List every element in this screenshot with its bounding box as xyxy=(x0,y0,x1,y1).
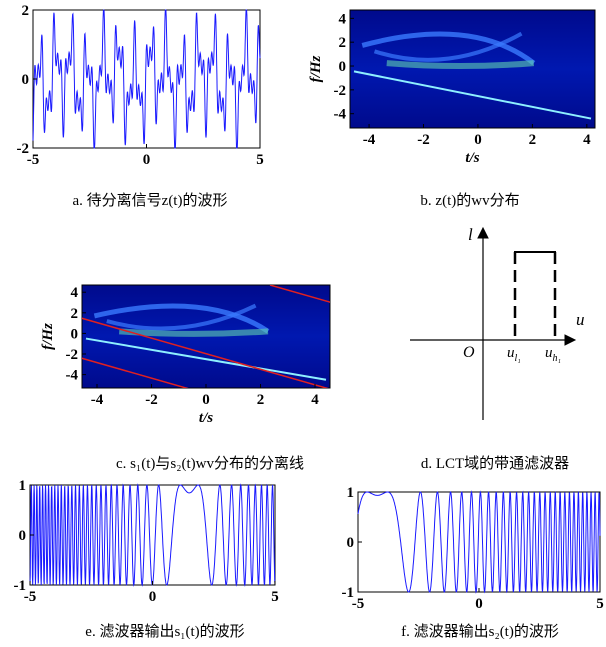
caption: f. 滤波器输出s₂(t)的波形 xyxy=(401,623,559,640)
frame xyxy=(349,9,596,129)
x-tick-label: 4 xyxy=(583,132,591,148)
x-tick-label: 4 xyxy=(311,392,319,408)
x-tick-label: 0 xyxy=(202,392,210,408)
caption: e. 滤波器输出s₁(t)的波形 xyxy=(85,623,244,640)
spectrogram xyxy=(350,10,595,128)
filter-diagram xyxy=(410,226,577,420)
arrow xyxy=(564,334,577,346)
y-tick-label: 2 xyxy=(71,306,79,322)
y-tick-label: -4 xyxy=(334,107,347,123)
waveform xyxy=(357,490,601,594)
y-tick-label: 0 xyxy=(339,59,347,75)
y-tick-label: -1 xyxy=(14,578,27,594)
x-tick-label: 2 xyxy=(529,132,537,148)
y-tick-label: 1 xyxy=(347,485,355,501)
x-tick-label: -5 xyxy=(24,589,37,605)
separation-lines xyxy=(82,285,330,388)
x-tick-label: 5 xyxy=(256,152,264,168)
separation-line xyxy=(82,357,189,388)
x-tick-label: -2 xyxy=(417,132,430,148)
y-tick-label: 4 xyxy=(339,11,347,27)
separation-line xyxy=(269,285,330,303)
spectrogram-bg xyxy=(350,10,595,128)
x-axis-label: t/s xyxy=(199,410,213,426)
x-tick-label: 0 xyxy=(149,589,157,605)
lower-sub: l₁ xyxy=(515,353,521,364)
spectrogram xyxy=(82,285,330,388)
y-tick-label: -2 xyxy=(66,347,79,363)
upper-sub: h₁ xyxy=(553,353,561,364)
y-tick-label: 2 xyxy=(339,35,347,51)
lower-label: ul₁ xyxy=(507,345,521,364)
caption: c. s₁(t)与s₂(t)wv分布的分离线 xyxy=(116,455,304,472)
y-tick-label: -4 xyxy=(66,368,79,384)
y-tick-label: 0 xyxy=(347,535,355,551)
y-tick-label: 2 xyxy=(22,3,30,19)
x-tick-label: 5 xyxy=(596,596,604,612)
upper-label: uh₁ xyxy=(545,345,561,364)
origin-label: O xyxy=(463,344,475,361)
x-tick-label: 0 xyxy=(474,132,482,148)
caption: d. LCT域的带通滤波器 xyxy=(421,455,569,472)
energy-band xyxy=(373,31,523,62)
y-tick-label: -1 xyxy=(342,585,355,601)
waveform xyxy=(29,483,276,587)
x-tick-label: -4 xyxy=(91,392,104,408)
y-tick-label: 0 xyxy=(22,72,30,88)
axis-label: u xyxy=(576,310,585,329)
energy-line xyxy=(353,70,592,120)
y-axis-label: f/Hz xyxy=(308,56,324,83)
energy-band xyxy=(118,328,269,337)
upper-main: u xyxy=(545,345,553,361)
axis-label: l xyxy=(468,225,473,244)
energy-band xyxy=(386,60,534,70)
energy-band xyxy=(361,31,536,66)
caption: b. z(t)的wv分布 xyxy=(420,192,519,209)
x-tick-label: 0 xyxy=(143,152,151,168)
x-tick-label: 5 xyxy=(271,589,279,605)
energy-band xyxy=(106,303,257,331)
x-tick-label: 2 xyxy=(257,392,265,408)
x-tick-label: 0 xyxy=(475,596,483,612)
separation-line xyxy=(82,317,329,388)
x-axis-label: t/s xyxy=(465,150,479,166)
x-tick-label: -4 xyxy=(363,132,376,148)
waveform xyxy=(32,9,261,149)
y-tick-label: 1 xyxy=(19,478,27,494)
caption: a. 待分离信号z(t)的波形 xyxy=(73,192,228,209)
x-tick-label: -2 xyxy=(145,392,158,408)
y-tick-label: 0 xyxy=(19,528,27,544)
x-tick-label: -5 xyxy=(27,152,40,168)
arrow xyxy=(477,226,489,239)
x-tick-label: -5 xyxy=(352,596,365,612)
y-tick-label: 4 xyxy=(71,285,79,301)
y-axis-label: f/Hz xyxy=(40,323,56,350)
energy-band xyxy=(93,303,270,334)
y-tick-label: -2 xyxy=(17,141,30,157)
y-tick-label: -2 xyxy=(334,83,347,99)
lower-main: u xyxy=(507,345,515,361)
y-tick-label: 0 xyxy=(71,326,79,342)
energy-line xyxy=(85,337,327,381)
